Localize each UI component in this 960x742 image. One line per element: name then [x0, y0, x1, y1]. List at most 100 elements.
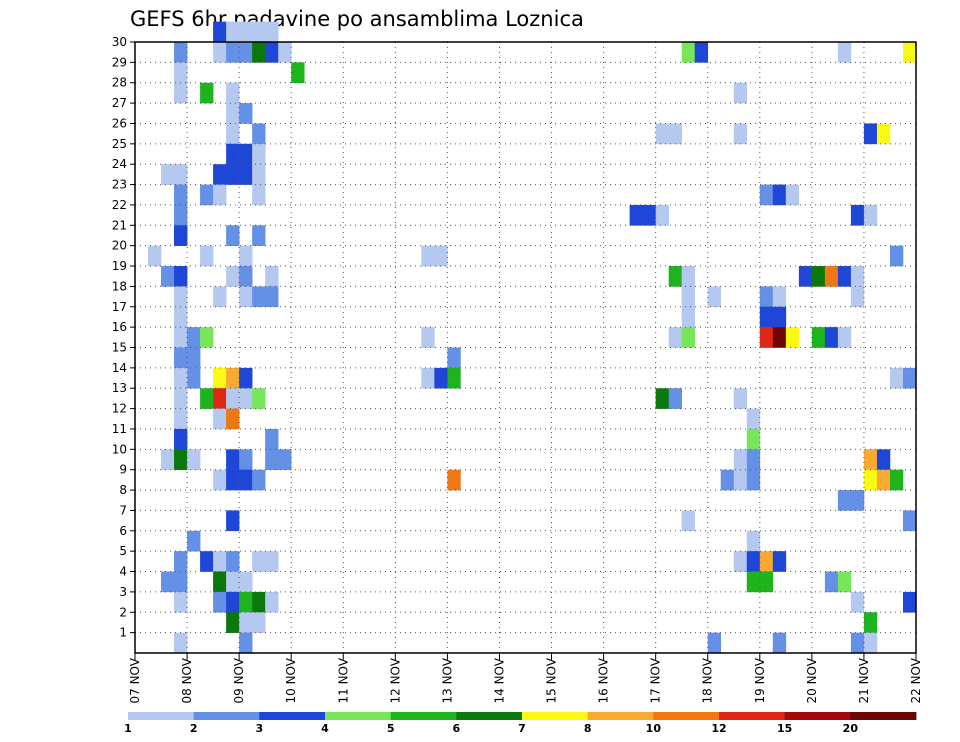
heatmap-cell	[226, 103, 240, 124]
heatmap-cell	[733, 388, 748, 409]
heatmap-cell	[681, 266, 696, 287]
heatmap-cell	[226, 21, 240, 43]
heatmap-cell	[889, 469, 904, 491]
legend-swatch	[587, 712, 654, 720]
heatmap-cell	[707, 286, 722, 308]
heatmap-cell	[733, 82, 748, 104]
heatmap-cell	[226, 123, 240, 145]
heatmap-cell	[421, 327, 435, 348]
legend-swatch	[784, 712, 851, 720]
heatmap-cell	[863, 204, 878, 226]
heatmap-cell	[213, 591, 227, 613]
y-tick-label: 9	[119, 463, 127, 477]
heatmap-cell	[200, 327, 214, 348]
legend-swatch	[259, 712, 326, 720]
heatmap-cell	[278, 42, 292, 63]
heatmap-cell	[902, 591, 917, 613]
heatmap-cell	[161, 449, 175, 470]
heatmap-cell	[733, 469, 748, 491]
heatmap-cell	[746, 551, 761, 572]
heatmap-cell	[785, 184, 800, 206]
heatmap-cell	[668, 266, 682, 287]
heatmap-cell	[174, 632, 188, 654]
y-tick-label: 21	[112, 218, 127, 232]
heatmap-cell	[668, 327, 682, 348]
legend-label: 5	[387, 722, 395, 735]
y-tick-label: 14	[112, 361, 127, 375]
heatmap-cell	[213, 367, 227, 389]
heatmap-cell	[200, 551, 214, 572]
heatmap-cell	[837, 571, 852, 593]
heatmap-cell	[265, 551, 279, 572]
heatmap-cell	[265, 449, 279, 470]
legend-label: 10	[646, 722, 662, 735]
x-tick-label: 19 NOV	[753, 657, 767, 703]
y-tick-label: 4	[119, 565, 127, 579]
heatmap-cell	[200, 82, 214, 104]
heatmap-cell	[226, 571, 240, 593]
heatmap-cell	[291, 62, 305, 84]
heatmap-cell	[668, 123, 682, 145]
y-tick-label: 22	[112, 198, 127, 212]
heatmap-cell	[174, 204, 188, 226]
heatmap-cell	[694, 42, 709, 63]
heatmap-cell	[733, 123, 748, 145]
heatmap-cell	[265, 42, 279, 63]
y-tick-label: 23	[112, 178, 127, 192]
heatmap-cell	[863, 123, 878, 145]
heatmap-cell	[759, 571, 774, 593]
y-tick-label: 27	[112, 96, 127, 110]
heatmap-cell	[889, 245, 904, 267]
y-tick-label: 1	[119, 626, 127, 640]
heatmap-cell	[213, 388, 227, 409]
heatmap-cell	[265, 21, 279, 43]
heatmap-cell	[655, 204, 669, 226]
heatmap-cell	[772, 184, 787, 206]
x-tick-label: 10 NOV	[284, 657, 298, 703]
heatmap-cell	[824, 571, 839, 593]
heatmap-cell	[746, 408, 761, 430]
heatmap-cell	[213, 164, 227, 185]
legend-swatch	[456, 712, 523, 720]
heatmap-cell	[174, 449, 188, 470]
heatmap-cell	[668, 388, 682, 409]
heatmap-cell	[174, 347, 188, 369]
heatmap-cell	[850, 204, 865, 226]
y-tick-label: 12	[112, 402, 127, 416]
heatmap-cell	[213, 21, 227, 43]
heatmap-cell	[161, 164, 175, 185]
heatmap-cell	[733, 551, 748, 572]
heatmap-cell	[239, 143, 253, 165]
x-tick-label: 08 NOV	[180, 657, 194, 703]
heatmap-cell	[850, 490, 865, 511]
x-tick-label: 09 NOV	[232, 657, 246, 703]
heatmap-cell	[902, 42, 917, 63]
heatmap-cell	[772, 306, 787, 328]
heatmap-cell	[811, 327, 826, 348]
x-tick-label: 13 NOV	[440, 657, 454, 703]
legend-label: 7	[518, 722, 526, 735]
heatmap-cell	[213, 184, 227, 206]
heatmap-cell	[655, 388, 669, 409]
heatmap-cell	[187, 449, 201, 470]
x-tick-label: 07 NOV	[128, 657, 142, 703]
heatmap-cell	[759, 184, 774, 206]
heatmap-cell	[265, 428, 279, 450]
heatmap-cell	[902, 510, 917, 532]
heatmap-cell	[226, 612, 240, 633]
heatmap-cell	[161, 266, 175, 287]
heatmap-cell	[200, 184, 214, 206]
heatmap-cell	[707, 632, 722, 654]
heatmap-cell	[252, 184, 266, 206]
heatmap-cell	[226, 591, 240, 613]
heatmap-cell	[174, 408, 188, 430]
y-tick-label: 5	[119, 544, 127, 558]
heatmap-cell	[174, 266, 188, 287]
heatmap-cell	[174, 286, 188, 308]
heatmap-cell	[226, 408, 240, 430]
legend-swatch	[128, 712, 195, 720]
y-tick-label: 8	[119, 483, 127, 497]
heatmap-cell	[252, 143, 266, 165]
heatmap-cell	[447, 347, 461, 369]
x-tick-label: 21 NOV	[857, 657, 871, 703]
